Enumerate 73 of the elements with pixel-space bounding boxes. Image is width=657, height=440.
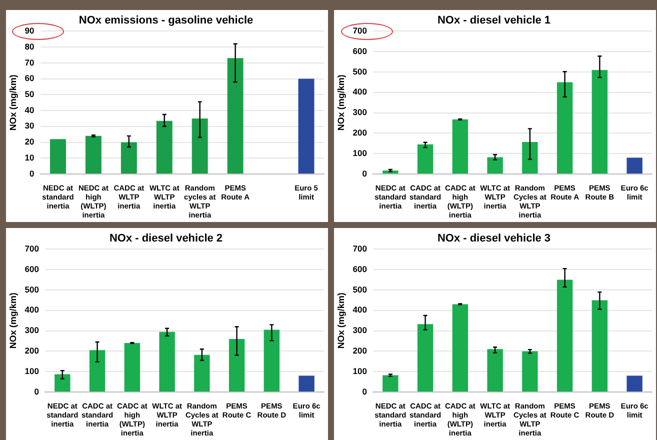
bar [228,338,245,392]
y-axis-title: NOx (mg/km) [8,292,18,349]
y-tick-label: 30 [24,120,35,131]
y-tick-label: 100 [352,148,368,158]
y-tick-label: 20 [24,136,35,147]
bar [124,343,140,392]
bar [626,376,642,392]
y-tick-label: 200 [24,346,40,356]
bar [556,82,573,174]
bar [452,119,468,174]
bar [452,304,468,392]
chart-title: NOx - diesel vehicle 2 [109,232,223,245]
y-tick-label: 400 [352,304,368,315]
bar [156,120,172,174]
bar [120,142,137,174]
y-tick-label: 100 [24,366,40,376]
bar [626,158,642,174]
y-tick-label: 300 [352,107,368,118]
y-tick-label: 600 [24,264,40,274]
bar [298,78,314,174]
y-tick-label: 700 [24,244,40,254]
y-tick-label: 60 [24,73,35,84]
y-axis-title: NOx (mg/km) [336,74,346,131]
bar [85,136,102,174]
y-tick-label: 500 [352,66,368,76]
bar [159,332,175,392]
y-tick-label: 0 [30,168,35,178]
y-tick-label: 10 [24,152,35,162]
y-tick-label: 200 [352,128,368,138]
bar [54,374,70,392]
y-tick-label: 500 [352,284,368,294]
y-tick-label: 50 [24,89,35,100]
y-axis-title: NOx (mg/km) [336,292,346,349]
bar [50,139,66,174]
y-tick-label: 0 [362,386,368,396]
y-tick-label: 90 [24,26,35,36]
bar [264,330,280,392]
bar [522,351,538,392]
bar [382,375,398,392]
bar [417,144,434,174]
bar [592,300,608,392]
bar [522,142,538,174]
y-tick-label: 80 [24,41,35,52]
bar [227,58,244,174]
bar [194,354,210,392]
chart-title: NOx - diesel vehicle 1 [437,14,551,27]
bar [298,376,314,392]
y-tick-label: 500 [24,284,40,294]
bar [192,118,208,174]
chart-title: NOx emissions - gasoline vehicle [78,14,254,27]
bar [592,70,608,174]
bar [487,349,503,392]
bar [417,324,434,392]
y-tick-label: 100 [352,366,368,376]
y-tick-label: 700 [352,244,368,254]
bar [556,280,573,392]
bar [487,157,503,174]
chart-title: NOx - diesel vehicle 3 [437,232,551,245]
y-tick-label: 400 [24,304,40,315]
y-tick-label: 40 [24,104,35,115]
bar [89,350,106,392]
y-tick-label: 200 [352,346,368,356]
y-tick-label: 0 [362,168,368,178]
y-tick-label: 0 [34,386,40,396]
y-tick-label: 400 [352,86,368,97]
y-tick-label: 700 [352,26,368,36]
y-tick-label: 600 [352,46,368,56]
y-tick-label: 600 [352,264,368,274]
bar [382,170,398,174]
y-axis-title: NOx (mg/km) [8,74,18,131]
y-tick-label: 300 [352,325,368,336]
y-tick-label: 300 [24,325,40,336]
y-tick-label: 70 [24,57,35,68]
